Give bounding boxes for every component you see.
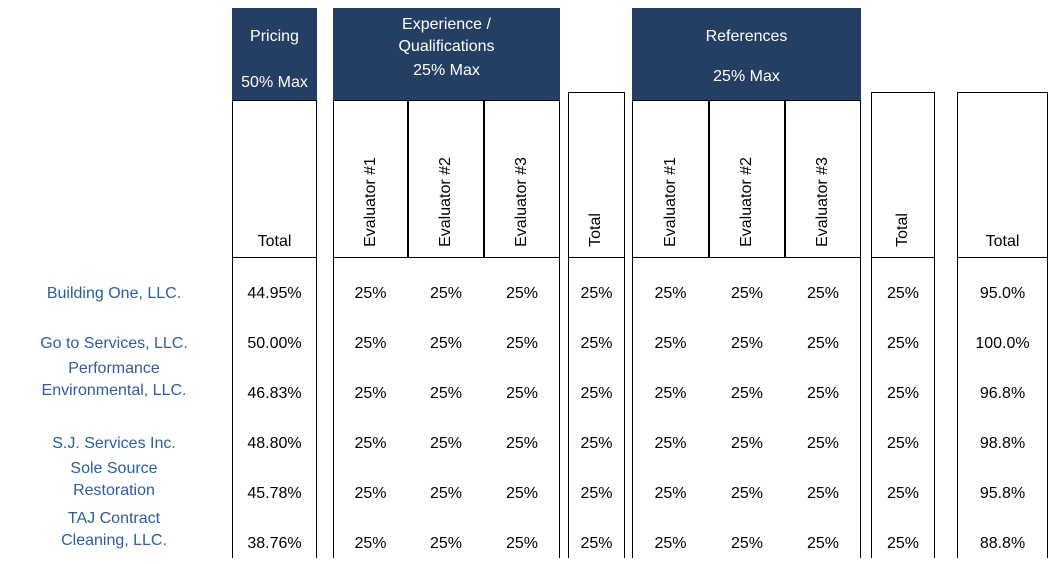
score: 25% bbox=[333, 534, 408, 554]
pricing-value: 45.78% bbox=[232, 484, 317, 504]
score: 25% bbox=[333, 434, 408, 454]
score: 25% bbox=[408, 384, 484, 404]
experience-max: 25% Max bbox=[333, 61, 560, 81]
score-total: 25% bbox=[568, 534, 625, 554]
score-total: 25% bbox=[871, 384, 935, 404]
total-label: Total bbox=[586, 213, 606, 247]
evaluator-label: Evaluator #3 bbox=[813, 157, 833, 247]
score: 25% bbox=[785, 284, 861, 304]
score: 25% bbox=[709, 534, 785, 554]
score-total: 25% bbox=[871, 434, 935, 454]
score: 25% bbox=[408, 484, 484, 504]
score: 25% bbox=[632, 534, 709, 554]
company-name: S.J. Services Inc. bbox=[8, 434, 220, 454]
grand-total: 95.0% bbox=[957, 284, 1048, 304]
score-total: 25% bbox=[568, 334, 625, 354]
company-name: Performance bbox=[8, 359, 220, 379]
score: 25% bbox=[408, 434, 484, 454]
evaluator-label: Evaluator #2 bbox=[737, 157, 757, 247]
header-bottom-line bbox=[871, 257, 935, 258]
score-total: 25% bbox=[871, 334, 935, 354]
score: 25% bbox=[785, 384, 861, 404]
grand-total: 95.8% bbox=[957, 484, 1048, 504]
score: 25% bbox=[333, 284, 408, 304]
company-name: Environmental, LLC. bbox=[8, 381, 220, 401]
references-title: References bbox=[632, 27, 861, 47]
company-name: TAJ Contract bbox=[8, 509, 220, 529]
evaluator-label: Evaluator #1 bbox=[661, 157, 681, 247]
grand-total-label: Total bbox=[957, 232, 1048, 252]
company-name: Building One, LLC. bbox=[8, 284, 220, 304]
company-name: Restoration bbox=[8, 481, 220, 501]
score: 25% bbox=[484, 434, 560, 454]
pricing-value: 46.83% bbox=[232, 384, 317, 404]
score: 25% bbox=[333, 334, 408, 354]
score: 25% bbox=[484, 284, 560, 304]
company-name: Cleaning, LLC. bbox=[8, 531, 220, 551]
score-total: 25% bbox=[568, 434, 625, 454]
total-label: Total bbox=[893, 213, 913, 247]
pricing-value: 50.00% bbox=[232, 334, 317, 354]
score: 25% bbox=[785, 334, 861, 354]
header-bottom-line bbox=[568, 257, 625, 258]
evaluator-label: Evaluator #3 bbox=[512, 157, 532, 247]
score: 25% bbox=[709, 334, 785, 354]
pricing-value: 48.80% bbox=[232, 434, 317, 454]
pricing-total-label: Total bbox=[232, 232, 317, 252]
score: 25% bbox=[709, 284, 785, 304]
score-total: 25% bbox=[871, 284, 935, 304]
score: 25% bbox=[484, 534, 560, 554]
company-name: Go to Services, LLC. bbox=[8, 334, 220, 354]
experience-title: Qualifications bbox=[333, 37, 560, 57]
score: 25% bbox=[632, 484, 709, 504]
score: 25% bbox=[632, 334, 709, 354]
score: 25% bbox=[632, 434, 709, 454]
header-bottom-line bbox=[957, 257, 1048, 258]
score: 25% bbox=[408, 334, 484, 354]
references-max: 25% Max bbox=[632, 67, 861, 87]
grand-total: 96.8% bbox=[957, 384, 1048, 404]
pricing-value: 44.95% bbox=[232, 284, 317, 304]
score: 25% bbox=[709, 484, 785, 504]
pricing-value: 38.76% bbox=[232, 534, 317, 554]
score: 25% bbox=[333, 484, 408, 504]
pricing-max: 50% Max bbox=[232, 73, 317, 93]
score-total: 25% bbox=[568, 384, 625, 404]
evaluator-label: Evaluator #2 bbox=[436, 157, 456, 247]
score: 25% bbox=[484, 384, 560, 404]
score: 25% bbox=[408, 534, 484, 554]
score: 25% bbox=[632, 284, 709, 304]
score: 25% bbox=[333, 384, 408, 404]
score: 25% bbox=[632, 384, 709, 404]
score: 25% bbox=[408, 284, 484, 304]
company-header-label: Company bbox=[8, 36, 220, 56]
score: 25% bbox=[785, 434, 861, 454]
grand-total: 100.0% bbox=[957, 334, 1048, 354]
score-total: 25% bbox=[871, 534, 935, 554]
score: 25% bbox=[484, 484, 560, 504]
score: 25% bbox=[484, 334, 560, 354]
pricing-title: Pricing bbox=[232, 27, 317, 47]
grand-total: 88.8% bbox=[957, 534, 1048, 554]
score: 25% bbox=[709, 434, 785, 454]
score: 25% bbox=[785, 534, 861, 554]
score-total: 25% bbox=[568, 484, 625, 504]
evaluator-label: Evaluator #1 bbox=[361, 157, 381, 247]
company-name: Sole Source bbox=[8, 459, 220, 479]
experience-title: Experience / bbox=[333, 15, 560, 35]
score: 25% bbox=[709, 384, 785, 404]
score-total: 25% bbox=[568, 284, 625, 304]
page: Company Pricing 50% Max Experience /Qualifi… bbox=[0, 0, 1059, 564]
grand-total: 98.8% bbox=[957, 434, 1048, 454]
score-total: 25% bbox=[871, 484, 935, 504]
score: 25% bbox=[785, 484, 861, 504]
